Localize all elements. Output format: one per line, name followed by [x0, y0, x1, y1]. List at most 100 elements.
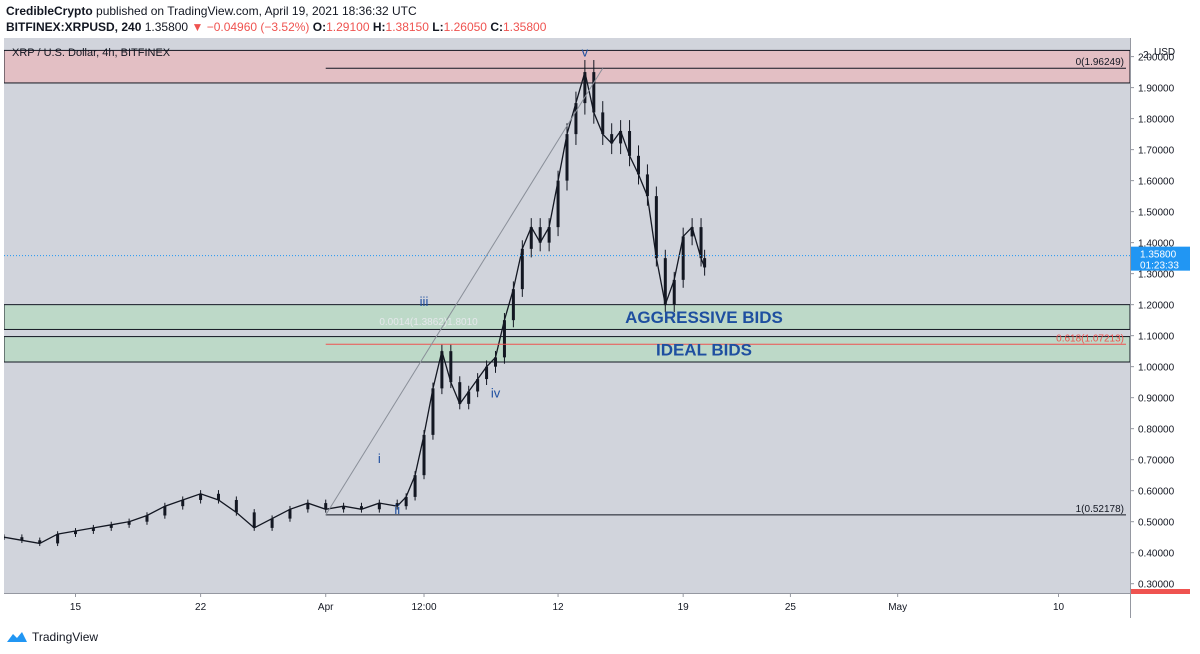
candle-body	[601, 112, 605, 135]
tradingview-logo-icon[interactable]	[6, 630, 28, 644]
chart-title: XRP / U.S. Dollar, 4h, BITFINEX	[12, 47, 171, 59]
price-tick-label: 0.90000	[1138, 394, 1175, 405]
wave-label: iii	[420, 294, 429, 309]
candle-body	[520, 248, 524, 290]
time-tick-label: 25	[785, 602, 797, 613]
symbol-label: BITFINEX:XRPUSD, 240	[6, 20, 142, 34]
candle-body	[636, 155, 640, 175]
candle-body	[663, 258, 667, 305]
time-axis: 15 22 Apr 12:00 12 19 25 May 10	[70, 593, 1065, 613]
change-value: −0.04960 (−3.52%)	[206, 20, 310, 34]
candle-body	[4, 537, 6, 539]
price-tick-label: 0.30000	[1138, 580, 1175, 591]
candle-body	[20, 537, 24, 541]
ohlc-bar: BITFINEX:XRPUSD, 240 1.35800 ▼ −0.04960 …	[6, 20, 546, 34]
zones-layer	[4, 49, 1131, 363]
tradingview-brand[interactable]: TradingView	[32, 630, 99, 644]
candle-body	[109, 524, 113, 528]
candle-body	[494, 357, 498, 367]
candle-body	[127, 521, 131, 525]
candle-body	[431, 388, 435, 435]
high-key: H:	[372, 20, 386, 34]
candle-body	[592, 72, 596, 113]
price-axis-top-label: 2.	[1143, 50, 1151, 61]
price-tick-label: 1.40000	[1138, 239, 1175, 250]
price-chart[interactable]: 0(1.96249) 0.618(1.07213) 1(0.52178) 0.0014…	[4, 38, 1190, 618]
zone-aggressive	[4, 304, 1131, 330]
open-key: O:	[312, 20, 327, 34]
candle-body	[56, 534, 60, 544]
price-tick-label: 0.40000	[1138, 549, 1175, 560]
price-tick-label: 0.60000	[1138, 487, 1175, 498]
candle-body	[181, 499, 185, 507]
publish-info: CredibleCrypto published on TradingView.…	[6, 4, 417, 18]
zone-label-aggressive: AGGRESSIVE BIDS	[625, 308, 783, 327]
zone-resistance	[4, 49, 1131, 84]
price-tick-label: 1.50000	[1138, 208, 1175, 219]
candle-body	[476, 379, 480, 392]
candle-body	[38, 540, 42, 544]
candle-body	[511, 289, 515, 321]
wave-label: v	[582, 45, 589, 60]
currency-label: USD	[1154, 47, 1175, 58]
candle-body	[252, 512, 256, 528]
low-value: 1.26050	[443, 20, 487, 34]
candle-body	[502, 320, 506, 358]
price-tick-label: 1.70000	[1138, 146, 1175, 157]
price-tick-label: 1.80000	[1138, 115, 1175, 126]
time-tick-label: 10	[1053, 602, 1065, 613]
candle-body	[574, 103, 578, 135]
candle-body	[458, 382, 462, 404]
candle-body	[690, 227, 694, 237]
candles-layer	[4, 60, 707, 547]
open-value: 1.29100	[326, 20, 370, 34]
zone-ideal	[4, 336, 1131, 363]
candle-body	[145, 515, 149, 522]
author-name[interactable]: CredibleCrypto	[6, 4, 93, 18]
price-tick-label: 1.30000	[1138, 270, 1175, 281]
candle-body	[306, 503, 310, 510]
candle-body	[440, 351, 444, 389]
fib-trend-line[interactable]	[325, 67, 604, 516]
candle-body	[645, 174, 649, 197]
fib-level-label: 1(0.52178)	[1076, 504, 1124, 515]
high-value: 1.38150	[385, 20, 429, 34]
time-tick-label: Apr	[318, 602, 334, 613]
candle-body	[288, 509, 292, 519]
time-tick-label: 22	[195, 602, 207, 613]
candle-body	[324, 503, 328, 510]
time-tick-label: 19	[678, 602, 690, 613]
current-price-tag	[1131, 246, 1190, 271]
fib-faint-label: 0.0014(1.3862)1.8010	[379, 317, 478, 328]
price-tick-label: 1.20000	[1138, 301, 1175, 312]
candle-body	[529, 227, 533, 249]
candle-body	[342, 506, 346, 510]
candle-body	[703, 258, 707, 268]
candle-body	[485, 366, 489, 380]
wave-label: iv	[491, 386, 501, 401]
candle-body	[449, 351, 453, 383]
close-value: 1.35800	[503, 20, 547, 34]
overlay-layer: 0(1.96249) 0.618(1.07213) 1(0.52178) 0.0014…	[4, 45, 1130, 517]
candle-body	[654, 196, 658, 259]
red-price-tag	[1131, 589, 1190, 594]
candle-body	[565, 134, 569, 181]
price-tick-label: 1.10000	[1138, 332, 1175, 343]
wave-label: ii	[394, 502, 400, 517]
price-tick-label: 1.60000	[1138, 177, 1175, 188]
price-axis-background[interactable]	[1131, 38, 1190, 593]
close-key: C:	[490, 20, 503, 34]
candle-body	[73, 530, 77, 535]
price-tick-label: 0.70000	[1138, 456, 1175, 467]
candle-body	[681, 236, 685, 280]
candle-body	[91, 527, 95, 531]
footer: TradingView	[6, 630, 98, 644]
candle-body	[556, 180, 560, 228]
current-price-tag-countdown: 01:23:33	[1140, 261, 1179, 272]
candle-body	[270, 518, 274, 528]
price-tick-label: 1.90000	[1138, 84, 1175, 95]
time-tick-label: 12:00	[412, 602, 437, 613]
zone-label-ideal: IDEAL BIDS	[656, 340, 752, 359]
candle-body	[404, 496, 408, 507]
